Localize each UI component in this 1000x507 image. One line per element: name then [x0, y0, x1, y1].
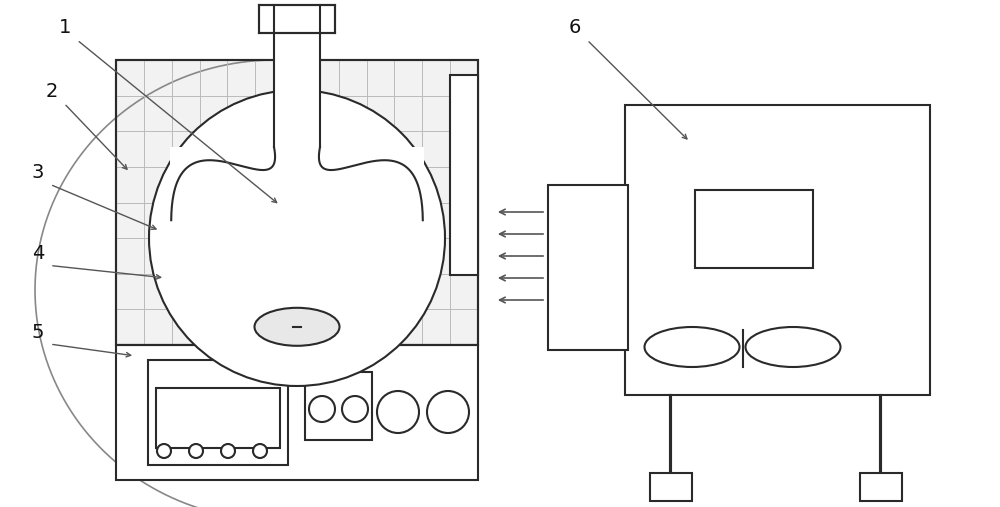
Bar	[695, 190, 813, 268]
Circle shape	[157, 444, 171, 458]
Bar	[625, 105, 930, 395]
Circle shape	[149, 90, 445, 386]
Ellipse shape	[254, 308, 340, 346]
Circle shape	[427, 391, 469, 433]
Bar	[450, 75, 478, 275]
Ellipse shape	[746, 327, 840, 367]
Circle shape	[221, 444, 235, 458]
Text: 1: 1	[59, 18, 71, 38]
Bar	[650, 473, 692, 501]
Text: 3: 3	[32, 163, 44, 182]
Text: 6: 6	[569, 18, 581, 38]
Bar	[860, 473, 902, 501]
Bar	[148, 360, 288, 465]
Bar	[116, 60, 478, 345]
Circle shape	[377, 391, 419, 433]
Bar	[259, 5, 335, 33]
Circle shape	[309, 396, 335, 422]
Bar	[274, 5, 320, 147]
Bar	[305, 372, 372, 440]
Bar	[548, 185, 628, 350]
Bar	[116, 60, 478, 345]
Text: 2: 2	[46, 82, 58, 101]
Text: 4: 4	[32, 244, 44, 263]
Circle shape	[342, 396, 368, 422]
Circle shape	[189, 444, 203, 458]
Bar	[170, 147, 424, 220]
Ellipse shape	[644, 327, 740, 367]
Bar	[156, 388, 280, 448]
Text: 5: 5	[32, 322, 44, 342]
Bar	[116, 345, 478, 480]
Circle shape	[253, 444, 267, 458]
